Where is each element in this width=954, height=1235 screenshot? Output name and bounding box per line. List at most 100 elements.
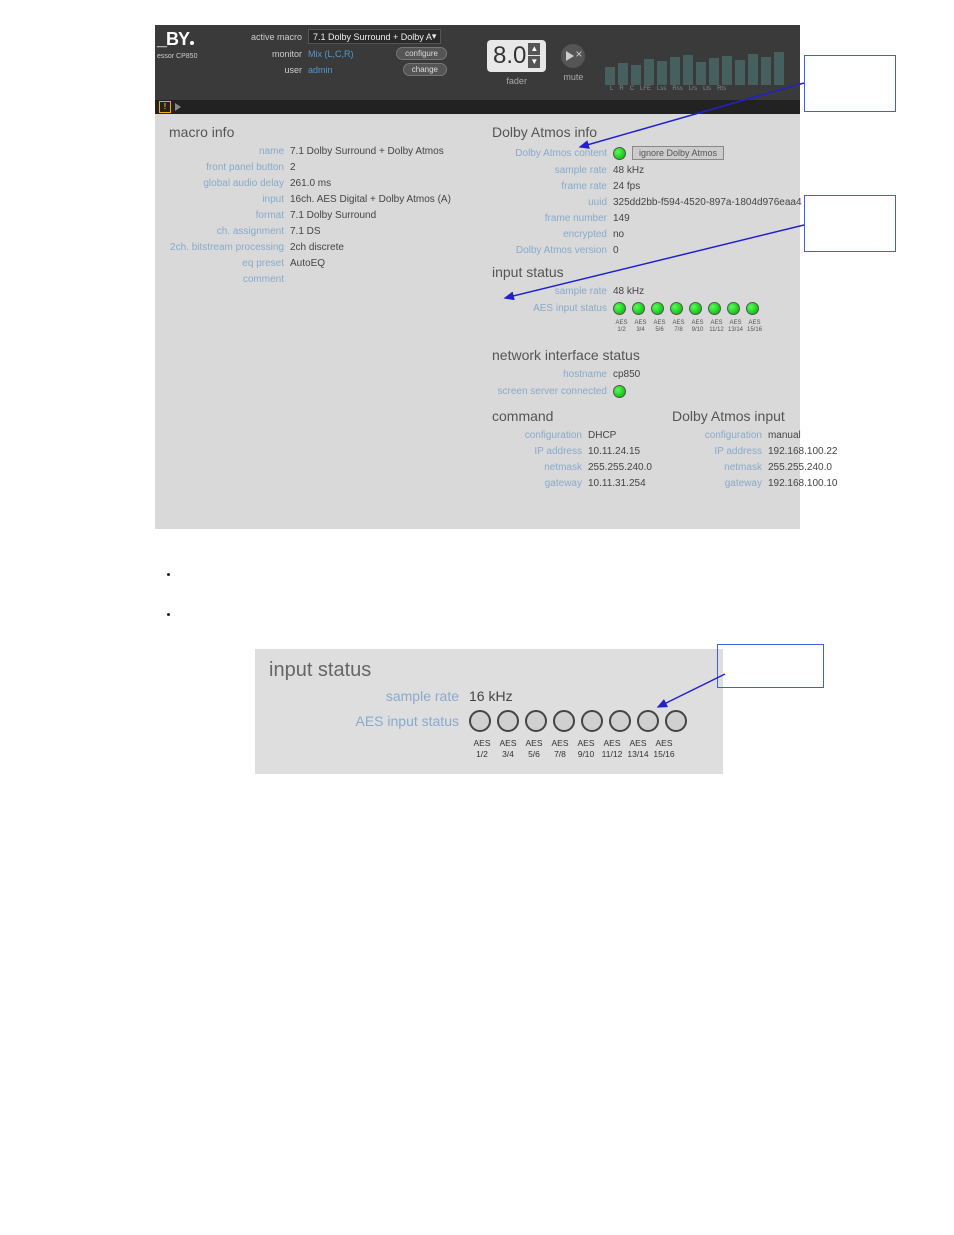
macro-info-title: macro info [169,124,464,140]
user-value: admin [308,65,333,75]
kv-value: 24 fps [613,181,640,192]
kv-label: format [169,210,290,221]
active-macro-select[interactable]: 7.1 Dolby Surround + Dolby A▾ [308,29,441,44]
kv-label: front panel button [169,162,290,173]
fig-aes-label: AES input status [269,713,469,729]
sample-rate-value: 48 kHz [613,286,644,297]
logo: _BY essor CP850 [155,25,232,100]
kv-value: AutoEQ [290,258,325,269]
aes-light [525,710,547,732]
fig-sample-rate-value: 16 kHz [469,688,513,704]
monitor-label: monitor [232,49,302,59]
kv-value: 149 [613,213,630,224]
kv-value: 192.168.100.22 [768,446,838,457]
network-status-title: network interface status [492,347,837,363]
ignore-atmos-button[interactable]: ignore Dolby Atmos [632,146,724,160]
fader-down-icon[interactable]: ▼ [528,56,540,68]
kv-label: gateway [492,478,588,489]
atmos-content-light [613,147,626,160]
bullet-list [140,569,954,621]
fader-up-icon[interactable]: ▲ [528,43,540,55]
kv-value: 192.168.100.10 [768,478,838,489]
kv-value: 255.255.240.0 [768,462,832,473]
change-button[interactable]: change [403,63,447,76]
play-icon[interactable] [175,103,181,111]
meter-bar [774,52,784,85]
alert-icon[interactable]: ! [159,101,171,113]
kv-value: 48 kHz [613,165,644,176]
user-label: user [232,65,302,75]
aes-light [727,302,740,315]
command-title: command [492,408,652,424]
kv-value: 7.1 DS [290,226,321,237]
aes-light [613,302,626,315]
aes-light [632,302,645,315]
kv-label: comment [169,274,290,285]
aes-light [665,710,687,732]
kv-label: name [169,146,290,157]
kv-label: gateway [672,478,768,489]
aes-status-label: AES input status [492,303,613,314]
kv-label: 2ch. bitstream processing [169,242,290,253]
kv-label: eq preset [169,258,290,269]
bullet-item [180,569,954,581]
aes-light [651,302,664,315]
kv-label: IP address [492,446,588,457]
fader-control[interactable]: 8.0 ▲ ▼ [487,40,546,72]
kv-value: 7.1 Dolby Surround [290,210,376,221]
kv-label: ch. assignment [169,226,290,237]
hostname-label: hostname [492,369,613,380]
aes-light [637,710,659,732]
mute-button[interactable] [561,44,585,68]
meter-bar [696,62,706,85]
cp850-status-screenshot: _BY essor CP850 active macro 7.1 Dolby S… [155,25,800,529]
kv-value: 261.0 ms [290,178,331,189]
sample-rate-label: sample rate [492,286,613,297]
kv-value: 255.255.240.0 [588,462,652,473]
meter-bar [644,59,654,85]
kv-label: uuid [492,197,613,208]
atmos-input-title: Dolby Atmos input [672,408,838,424]
fader-label: fader [487,76,546,86]
meter-bar [735,60,745,85]
kv-label: configuration [492,430,588,441]
screen-server-label: screen server connected [492,386,613,397]
annotation-box-2 [804,195,896,252]
meter-bar [657,61,667,85]
atmos-content-label: Dolby Atmos content [492,148,613,159]
kv-value: DHCP [588,430,616,441]
kv-label: configuration [672,430,768,441]
annotation-box-1 [804,55,896,112]
meter-bar [722,56,732,85]
kv-value: 325dd2bb-f594-4520-897a-1804d976eaa4 [613,197,802,208]
kv-label: netmask [672,462,768,473]
aes-light [670,302,683,315]
fig-sample-rate-label: sample rate [269,688,469,704]
kv-label: frame rate [492,181,613,192]
kv-label: input [169,194,290,205]
meter-bar [631,65,641,85]
meter-bar [748,54,758,85]
annotation-box-3 [717,644,824,688]
kv-label: IP address [672,446,768,457]
configure-button[interactable]: configure [396,47,447,60]
meter-bar [670,57,680,85]
meter-bar [618,63,628,85]
aes-light [581,710,603,732]
mute-label: mute [561,72,585,82]
kv-value: 7.1 Dolby Surround + Dolby Atmos [290,146,444,157]
meter-bar [761,57,771,85]
kv-value: 0 [613,245,619,256]
aes-light [469,710,491,732]
kv-label: encrypted [492,229,613,240]
aes-light [553,710,575,732]
header-bar: _BY essor CP850 active macro 7.1 Dolby S… [155,25,800,100]
aes-light [708,302,721,315]
bullet-item [180,609,954,621]
atmos-info-title: Dolby Atmos info [492,124,837,140]
kv-value: no [613,229,624,240]
active-macro-label: active macro [232,32,302,42]
header-strip: ! [155,100,800,114]
kv-value: 2ch discrete [290,242,344,253]
monitor-value: Mix (L,C,R) [308,49,354,59]
